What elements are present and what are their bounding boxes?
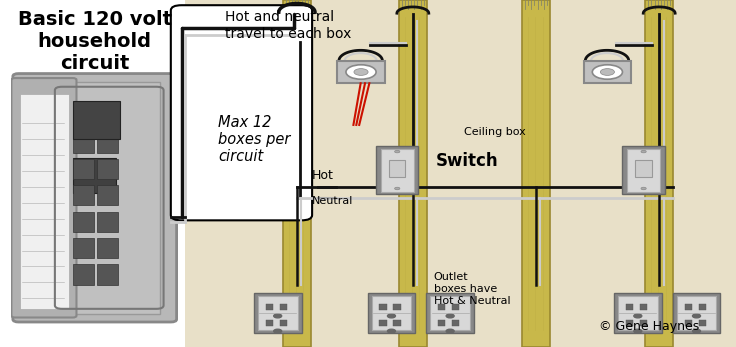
- Text: © Gene Haynes: © Gene Haynes: [599, 320, 699, 333]
- Circle shape: [693, 314, 701, 318]
- Bar: [640, 320, 647, 326]
- Text: Switch: Switch: [435, 152, 498, 170]
- Circle shape: [394, 187, 400, 190]
- Bar: [376, 146, 419, 194]
- Bar: [73, 264, 94, 285]
- Circle shape: [354, 69, 368, 75]
- Bar: [676, 296, 716, 330]
- Circle shape: [394, 150, 400, 153]
- Bar: [73, 159, 94, 179]
- Circle shape: [387, 329, 395, 333]
- Bar: [626, 320, 633, 326]
- Bar: [367, 293, 415, 333]
- Bar: [73, 133, 94, 153]
- Bar: [96, 133, 118, 153]
- Bar: [254, 293, 302, 333]
- Bar: [258, 296, 297, 330]
- Circle shape: [601, 69, 615, 75]
- Text: Ceiling box: Ceiling box: [464, 127, 526, 137]
- Text: Outlet
boxes have
Hot & Neutral: Outlet boxes have Hot & Neutral: [434, 272, 511, 306]
- Bar: [394, 304, 400, 310]
- Bar: [185, 0, 736, 347]
- Bar: [684, 320, 692, 326]
- Circle shape: [446, 314, 454, 318]
- Bar: [96, 185, 118, 205]
- Bar: [438, 320, 445, 326]
- Bar: [73, 101, 120, 139]
- Bar: [623, 146, 665, 194]
- Bar: [452, 304, 459, 310]
- Bar: [280, 320, 287, 326]
- Circle shape: [274, 329, 282, 333]
- Bar: [640, 304, 647, 310]
- Text: Hot and neutral
travel to each box: Hot and neutral travel to each box: [225, 10, 352, 41]
- Bar: [684, 304, 692, 310]
- Bar: [96, 159, 118, 179]
- Bar: [673, 293, 721, 333]
- Bar: [73, 238, 94, 258]
- Circle shape: [274, 314, 282, 318]
- Circle shape: [446, 329, 454, 333]
- Bar: [584, 61, 631, 83]
- Bar: [96, 264, 118, 285]
- Bar: [73, 158, 116, 193]
- FancyBboxPatch shape: [11, 78, 77, 318]
- Bar: [20, 94, 68, 309]
- FancyBboxPatch shape: [13, 74, 177, 322]
- Bar: [266, 304, 273, 310]
- Bar: [37, 82, 160, 314]
- Text: Basic 120 volt
household
circuit: Basic 120 volt household circuit: [18, 10, 171, 74]
- Bar: [389, 160, 406, 177]
- Bar: [96, 238, 118, 258]
- Bar: [426, 293, 474, 333]
- Bar: [438, 304, 445, 310]
- Circle shape: [592, 65, 623, 79]
- Bar: [626, 304, 633, 310]
- Circle shape: [693, 329, 701, 333]
- Bar: [431, 296, 470, 330]
- Bar: [266, 320, 273, 326]
- Circle shape: [634, 314, 642, 318]
- Text: Hot: Hot: [312, 169, 334, 182]
- Bar: [452, 320, 459, 326]
- Text: Neutral: Neutral: [312, 196, 353, 206]
- Bar: [283, 0, 311, 347]
- Bar: [635, 160, 652, 177]
- Bar: [614, 293, 662, 333]
- Bar: [338, 61, 385, 83]
- Circle shape: [346, 65, 376, 79]
- Bar: [73, 185, 94, 205]
- Bar: [380, 320, 386, 326]
- Bar: [399, 0, 427, 347]
- Bar: [372, 296, 411, 330]
- Text: Max 12
boxes per
circuit: Max 12 boxes per circuit: [218, 115, 290, 164]
- Circle shape: [641, 150, 646, 153]
- Circle shape: [641, 187, 646, 190]
- Bar: [96, 212, 118, 232]
- Bar: [394, 320, 400, 326]
- Bar: [280, 304, 287, 310]
- Bar: [11, 0, 185, 347]
- Bar: [627, 149, 660, 192]
- Bar: [698, 304, 706, 310]
- Bar: [381, 149, 414, 192]
- Bar: [73, 212, 94, 232]
- Bar: [698, 320, 706, 326]
- Bar: [523, 0, 550, 347]
- Bar: [645, 0, 673, 347]
- Bar: [380, 304, 386, 310]
- Circle shape: [387, 314, 395, 318]
- FancyBboxPatch shape: [171, 5, 312, 220]
- Circle shape: [634, 329, 642, 333]
- Bar: [618, 296, 658, 330]
